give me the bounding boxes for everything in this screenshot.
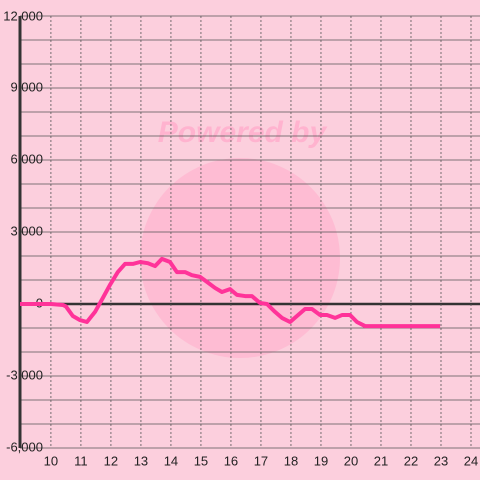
x-tick-label: 19 — [314, 453, 328, 468]
y-tick-label: 3,000 — [10, 223, 43, 238]
x-tick-label: 21 — [374, 453, 388, 468]
y-tick-label: 6,000 — [10, 151, 43, 166]
x-tick-label: 14 — [164, 453, 178, 468]
x-tick-label: 12 — [104, 453, 118, 468]
y-tick-label: 12,000 — [3, 8, 43, 23]
x-tick-label: 13 — [134, 453, 148, 468]
x-tick-label: 15 — [194, 453, 208, 468]
y-tick-label: 9,000 — [10, 79, 43, 94]
data-line — [20, 256, 441, 329]
y-tick-label: -6,000 — [6, 439, 43, 454]
x-tick-label: 24 — [464, 453, 478, 468]
x-tick-label: 11 — [74, 453, 88, 468]
x-tick-label: 22 — [404, 453, 418, 468]
watermark-text: Powered by — [158, 116, 328, 149]
x-tick-label: 23 — [434, 453, 448, 468]
x-tick-label: 17 — [254, 453, 268, 468]
y-tick-label: -3,000 — [6, 367, 43, 382]
x-tick-label: 18 — [284, 453, 298, 468]
x-tick-label: 20 — [344, 453, 358, 468]
x-tick-label: 10 — [44, 453, 58, 468]
x-tick-label: 16 — [224, 453, 238, 468]
